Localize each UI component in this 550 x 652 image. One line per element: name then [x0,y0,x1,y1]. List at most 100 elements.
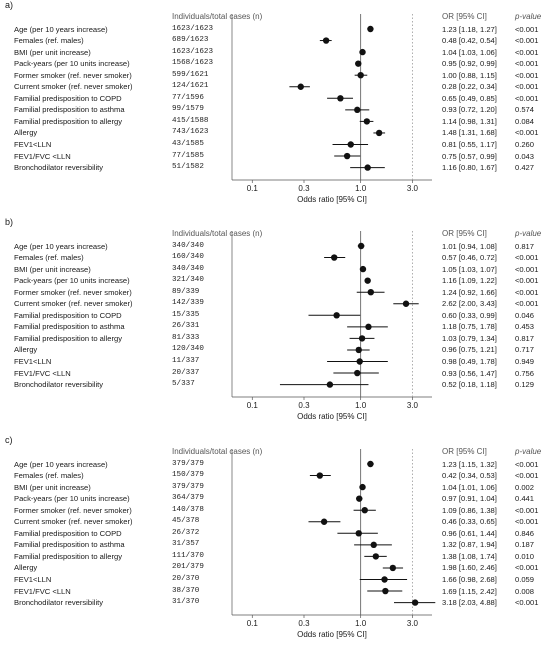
row-label: Familial predisposition to allergy [14,333,123,343]
row-count: 45/378 [172,517,200,526]
table-row: BMI (per unit increase) 379/379 1.04 [1.01… [0,482,550,493]
odds-ratio-point [375,129,383,137]
row-label: Bronchodilator reversibility [14,598,104,608]
row-label: BMI (per unit increase) [14,264,91,274]
row-or-ci: 0.93 [0.56, 1.47] [442,368,497,378]
odds-ratio-point [382,587,389,595]
row-or-ci: 1.18 [0.75, 1.78] [442,322,497,332]
row-count: 321/340 [172,276,204,285]
row-label: Familial predisposition to allergy [14,551,123,561]
table-row: FEV1/FVC <LLN 38/370 1.69 [1.15, 2.42] 0.00… [0,586,550,597]
row-count: 140/378 [172,505,204,514]
row-or-ci: 1.03 [0.79, 1.34] [442,333,497,343]
row-or-ci: 1.23 [1.18, 1.27] [442,24,497,34]
forest-plot-area [231,14,432,183]
row-p-value: <0.001 [515,505,539,515]
table-row: Familial predisposition to asthma 31/357 1… [0,539,550,550]
row-count: 1623/1623 [172,47,214,56]
table-row: Age (per 10 years increase) 379/379 1.23 [… [0,459,550,470]
table-row: Familial predisposition to COPD 77/1596 0.… [0,93,550,104]
row-or-ci: 0.48 [0.42, 0.54] [442,36,497,46]
table-row: Current smoker (ref. never smoker) 45/378… [0,516,550,527]
odds-ratio-point [359,265,367,273]
odds-ratio-point [355,60,362,67]
row-count: 20/370 [172,575,200,583]
row-or-ci: 0.65 [0.49, 0.85] [442,93,497,103]
odds-ratio-point [367,289,375,296]
row-count: 5/337 [172,380,195,389]
row-or-ci: 1.69 [1.15, 2.42] [442,586,497,596]
row-or-ci: 1.38 [1.08, 1.74] [442,551,497,561]
row-p-value: <0.001 [515,253,539,263]
row-or-ci: 0.46 [0.33, 0.65] [442,517,497,527]
odds-ratio-point [364,164,371,171]
row-p-value: <0.001 [515,276,539,286]
row-label: Age (per 10 years increase) [14,241,108,251]
row-label: Former smoker (ref. never smoker) [14,70,132,80]
row-label: Pack-years (per 10 units increase) [14,59,130,69]
x-tick-label: 0.1 [246,184,258,193]
row-label: Familial predisposition to asthma [14,540,125,550]
odds-ratio-point [361,507,368,514]
row-p-value: <0.001 [515,299,539,309]
row-count: 1623/1623 [172,24,214,33]
row-or-ci: 1.16 [1.09, 1.22] [442,276,497,286]
table-row: Allergy 201/379 1.98 [1.60, 2.46] <0.001 [0,562,550,573]
row-p-value: 0.427 [515,163,535,173]
panel-label: a) [5,0,14,10]
row-label: Familial predisposition to asthma [14,105,125,115]
row-p-value: 0.260 [515,140,535,149]
x-axis-label: Odds ratio [95% CI] [297,412,367,421]
odds-ratio-point [354,106,361,114]
odds-ratio-point [365,323,372,331]
x-tick-label: 0.1 [246,619,258,628]
row-count: 1568/1623 [172,59,214,68]
table-row: Familial predisposition to COPD 15/335 0.6… [0,310,550,321]
forest-plot-area [231,449,436,618]
row-label: Current smoker (ref. never smoker) [14,299,133,309]
column-header-p-value: p-value [515,447,542,456]
x-tick-label: 0.1 [246,401,258,410]
table-row: FEV1/FVC <LLN 20/337 0.93 [0.56, 1.47] 0.75… [0,368,550,379]
row-label: Age (per 10 years increase) [14,24,108,34]
row-p-value: 0.574 [515,105,535,115]
row-label: Pack-years (per 10 units increase) [14,276,130,286]
row-or-ci: 1.66 [0.98, 2.68] [442,575,497,584]
row-p-value: 0.129 [515,380,535,390]
x-tick-label: 0.3 [298,401,310,410]
table-row: Familial predisposition to allergy 81/333… [0,333,550,344]
row-or-ci: 1.05 [1.03, 1.07] [442,264,497,274]
row-label: Former smoker (ref. never smoker) [14,287,132,297]
row-p-value: <0.001 [515,264,539,274]
row-count: 160/340 [172,253,204,262]
row-p-value: 0.008 [515,586,535,596]
row-p-value: <0.001 [515,47,539,57]
row-or-ci: 1.01 [0.94, 1.08] [442,241,497,251]
odds-ratio-point [389,564,397,572]
table-row: Current smoker (ref. never smoker) 124/16… [0,81,550,92]
odds-ratio-point [356,358,363,365]
odds-ratio-point [358,335,366,342]
row-p-value: 0.846 [515,528,535,538]
row-count: 150/379 [172,471,204,480]
table-row: Bronchodilator reversibility 31/370 3.18 [… [0,597,550,608]
odds-ratio-point [357,72,364,79]
row-p-value: 0.059 [515,575,535,584]
row-or-ci: 0.57 [0.46, 0.72] [442,253,497,263]
row-or-ci: 1.23 [1.15, 1.32] [442,459,497,469]
x-tick-label: 0.3 [298,184,310,193]
forest-panel: a) Individuals/total cases (n) OR [95% CI]… [0,0,550,210]
table-row: FEV1<LLN 11/337 0.98 [0.49, 1.78] 0.949 [0,356,550,367]
row-count: 201/379 [172,563,204,572]
row-p-value: 0.010 [515,551,535,561]
row-label: Allergy [14,128,38,138]
column-header-or: OR [95% CI] [442,12,487,21]
odds-ratio-point [357,242,365,250]
row-label: Allergy [14,345,38,355]
row-count: 15/335 [172,310,200,319]
table-row: Pack-years (per 10 units increase) 321/34… [0,275,550,286]
column-header-individuals: Individuals/total cases (n) [172,229,263,238]
row-p-value: 0.002 [515,482,535,492]
row-count: 120/340 [172,345,204,354]
row-p-value: 0.046 [515,310,535,320]
